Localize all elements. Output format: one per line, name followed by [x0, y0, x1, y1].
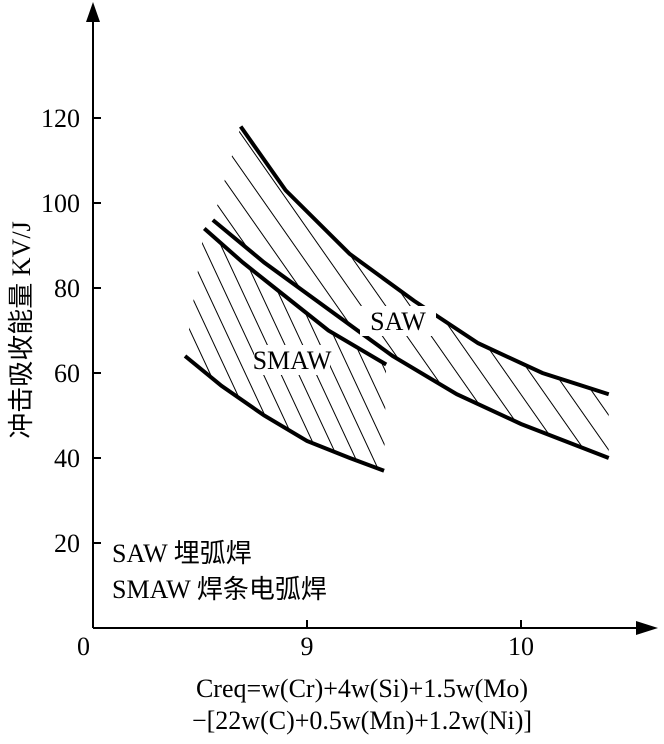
label-bg — [360, 306, 436, 336]
band-edge — [211, 218, 610, 460]
note: SAW 埋弧焊 — [112, 539, 252, 568]
y-tick-label: 0 — [77, 632, 90, 661]
y-tick-label: 40 — [54, 444, 80, 473]
y-arrow — [86, 2, 100, 22]
band-edge — [183, 354, 385, 473]
y-tick-label: 20 — [54, 529, 80, 558]
x-tick-label: 9 — [301, 632, 314, 661]
label-bg — [254, 345, 330, 375]
y-tick-label: 80 — [54, 274, 80, 303]
x-tick-label: 10 — [508, 632, 534, 661]
y-axis-label: 冲击吸收能量 KV/J — [7, 221, 36, 438]
band-edge — [202, 227, 388, 367]
y-tick-label: 60 — [54, 359, 80, 388]
band-label: SMAW — [253, 346, 332, 375]
y-tick-label: 100 — [41, 189, 80, 218]
hatched-band — [212, 126, 609, 458]
band-edge — [239, 125, 610, 397]
band-label: SAW — [370, 307, 426, 336]
x-arrow — [636, 621, 658, 635]
x-axis-label: −[22w(C)+0.5w(Mn)+1.2w(Ni)] — [192, 706, 532, 735]
y-tick-label: 120 — [41, 104, 80, 133]
x-axis-label: Creq=w(Cr)+4w(Si)+1.5w(Mo) — [196, 674, 528, 703]
note: SMAW 焊条电弧焊 — [112, 575, 327, 604]
